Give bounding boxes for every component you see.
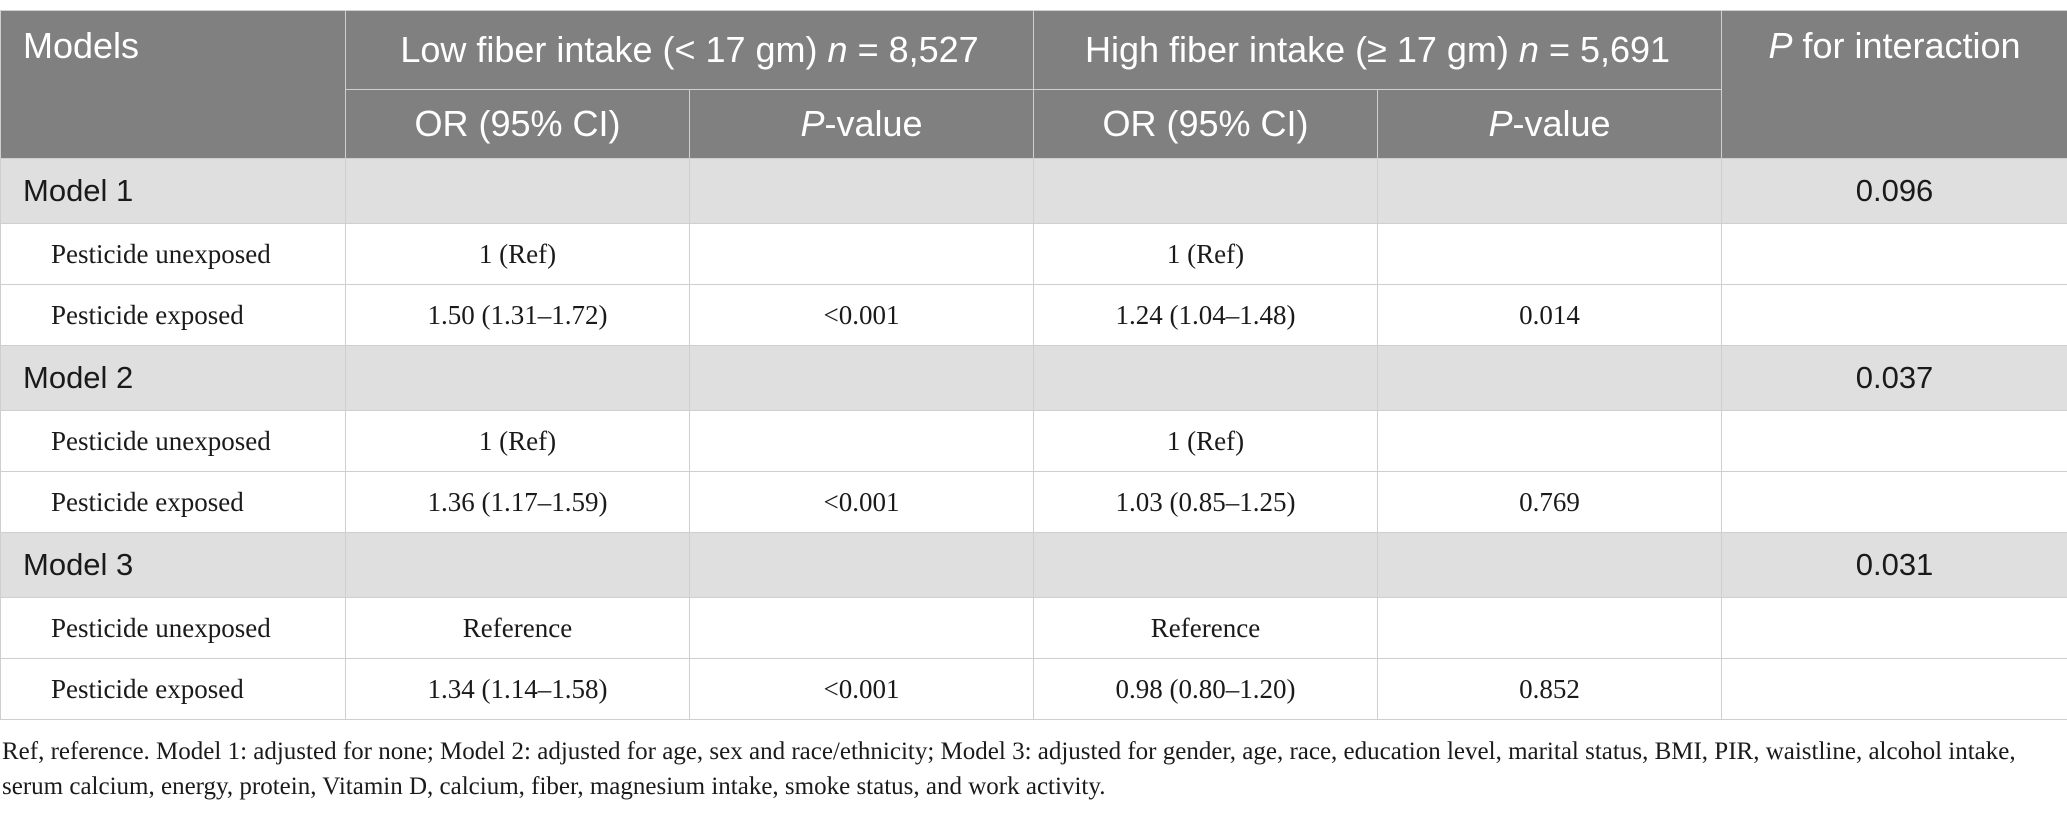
model-row: Model 1 0.096 xyxy=(0,158,2067,224)
low-p-cell xyxy=(688,223,1035,285)
low-or-cell: 1 (Ref) xyxy=(345,410,690,472)
high-or-cell: 1.03 (0.85–1.25) xyxy=(1033,471,1379,533)
table-row: Pesticide unexposed 1 (Ref) 1 (Ref) xyxy=(0,223,2067,285)
empty-cell xyxy=(688,345,1035,411)
header-p-interaction: P for interaction xyxy=(1721,10,2067,159)
high-or-cell: 1.24 (1.04–1.48) xyxy=(1033,284,1379,346)
empty-cell xyxy=(1721,410,2067,472)
high-or-cell: Reference xyxy=(1033,597,1379,659)
table-body: Model 1 0.096 Pesticide unexposed 1 (Ref… xyxy=(0,158,2067,720)
empty-cell xyxy=(1721,471,2067,533)
low-p-cell: <0.001 xyxy=(688,658,1035,720)
model-name: Model 1 xyxy=(0,158,346,224)
low-or-cell: 1.34 (1.14–1.58) xyxy=(345,658,690,720)
header-row-bottom: OR (95% CI) P-value OR (95% CI) P-value xyxy=(1,89,2067,159)
model-p-interaction: 0.037 xyxy=(1721,345,2067,411)
model-row: Model 2 0.037 xyxy=(0,345,2067,411)
high-p-cell xyxy=(1377,410,1723,472)
empty-cell xyxy=(345,345,690,411)
header-row-top: Models Low fiber intake (< 17 gm) n = 8,… xyxy=(0,10,2067,159)
model-row: Model 3 0.031 xyxy=(0,532,2067,598)
high-p-cell: 0.769 xyxy=(1377,471,1723,533)
low-or-cell: Reference xyxy=(345,597,690,659)
high-p-cell xyxy=(1377,597,1723,659)
high-p-cell: 0.014 xyxy=(1377,284,1723,346)
row-label: Pesticide unexposed xyxy=(0,223,346,285)
high-p-cell xyxy=(1377,223,1723,285)
row-label: Pesticide unexposed xyxy=(0,597,346,659)
empty-cell xyxy=(1377,532,1723,598)
empty-cell xyxy=(1377,158,1723,224)
empty-cell xyxy=(1033,158,1379,224)
model-p-interaction: 0.031 xyxy=(1721,532,2067,598)
empty-cell xyxy=(1721,658,2067,720)
empty-cell xyxy=(345,158,690,224)
header-low-fiber: Low fiber intake (< 17 gm) n = 8,527 xyxy=(344,10,1035,90)
header-models: Models xyxy=(0,10,346,159)
table-row: Pesticide unexposed Reference Reference xyxy=(0,597,2067,659)
header-low-pvalue: P-value xyxy=(688,89,1035,159)
empty-cell xyxy=(1033,345,1379,411)
results-table: Models Low fiber intake (< 17 gm) n = 8,… xyxy=(0,10,2067,720)
header-high-pvalue: P-value xyxy=(1377,89,1723,159)
header-high-or: OR (95% CI) xyxy=(1033,89,1379,159)
table-row: Pesticide exposed 1.34 (1.14–1.58) <0.00… xyxy=(0,658,2067,720)
empty-cell xyxy=(345,532,690,598)
empty-cell xyxy=(688,158,1035,224)
header-high-fiber: High fiber intake (≥ 17 gm) n = 5,691 xyxy=(1033,10,1723,90)
row-label: Pesticide exposed xyxy=(0,471,346,533)
high-or-cell: 1 (Ref) xyxy=(1033,410,1379,472)
empty-cell xyxy=(1721,223,2067,285)
low-or-cell: 1 (Ref) xyxy=(345,223,690,285)
low-p-cell: <0.001 xyxy=(688,471,1035,533)
table-row: Pesticide unexposed 1 (Ref) 1 (Ref) xyxy=(0,410,2067,472)
table-footnote: Ref, reference. Model 1: adjusted for no… xyxy=(2,738,2016,800)
table-row: Pesticide exposed 1.50 (1.31–1.72) <0.00… xyxy=(0,284,2067,346)
table-header: Models Low fiber intake (< 17 gm) n = 8,… xyxy=(0,10,2067,159)
row-label: Pesticide unexposed xyxy=(0,410,346,472)
low-p-cell xyxy=(688,597,1035,659)
empty-cell xyxy=(1721,284,2067,346)
high-or-cell: 1 (Ref) xyxy=(1033,223,1379,285)
row-label: Pesticide exposed xyxy=(0,284,346,346)
row-label: Pesticide exposed xyxy=(0,658,346,720)
low-p-cell xyxy=(688,410,1035,472)
table-row: Pesticide exposed 1.36 (1.17–1.59) <0.00… xyxy=(0,471,2067,533)
model-name: Model 3 xyxy=(0,532,346,598)
header-low-or: OR (95% CI) xyxy=(345,89,690,159)
high-or-cell: 0.98 (0.80–1.20) xyxy=(1033,658,1379,720)
empty-cell xyxy=(688,532,1035,598)
low-or-cell: 1.36 (1.17–1.59) xyxy=(345,471,690,533)
model-name: Model 2 xyxy=(0,345,346,411)
low-p-cell: <0.001 xyxy=(688,284,1035,346)
empty-cell xyxy=(1721,597,2067,659)
high-p-cell: 0.852 xyxy=(1377,658,1723,720)
empty-cell xyxy=(1377,345,1723,411)
model-p-interaction: 0.096 xyxy=(1721,158,2067,224)
table-container: Models Low fiber intake (< 17 gm) n = 8,… xyxy=(0,10,2067,720)
empty-cell xyxy=(1033,532,1379,598)
low-or-cell: 1.50 (1.31–1.72) xyxy=(345,284,690,346)
